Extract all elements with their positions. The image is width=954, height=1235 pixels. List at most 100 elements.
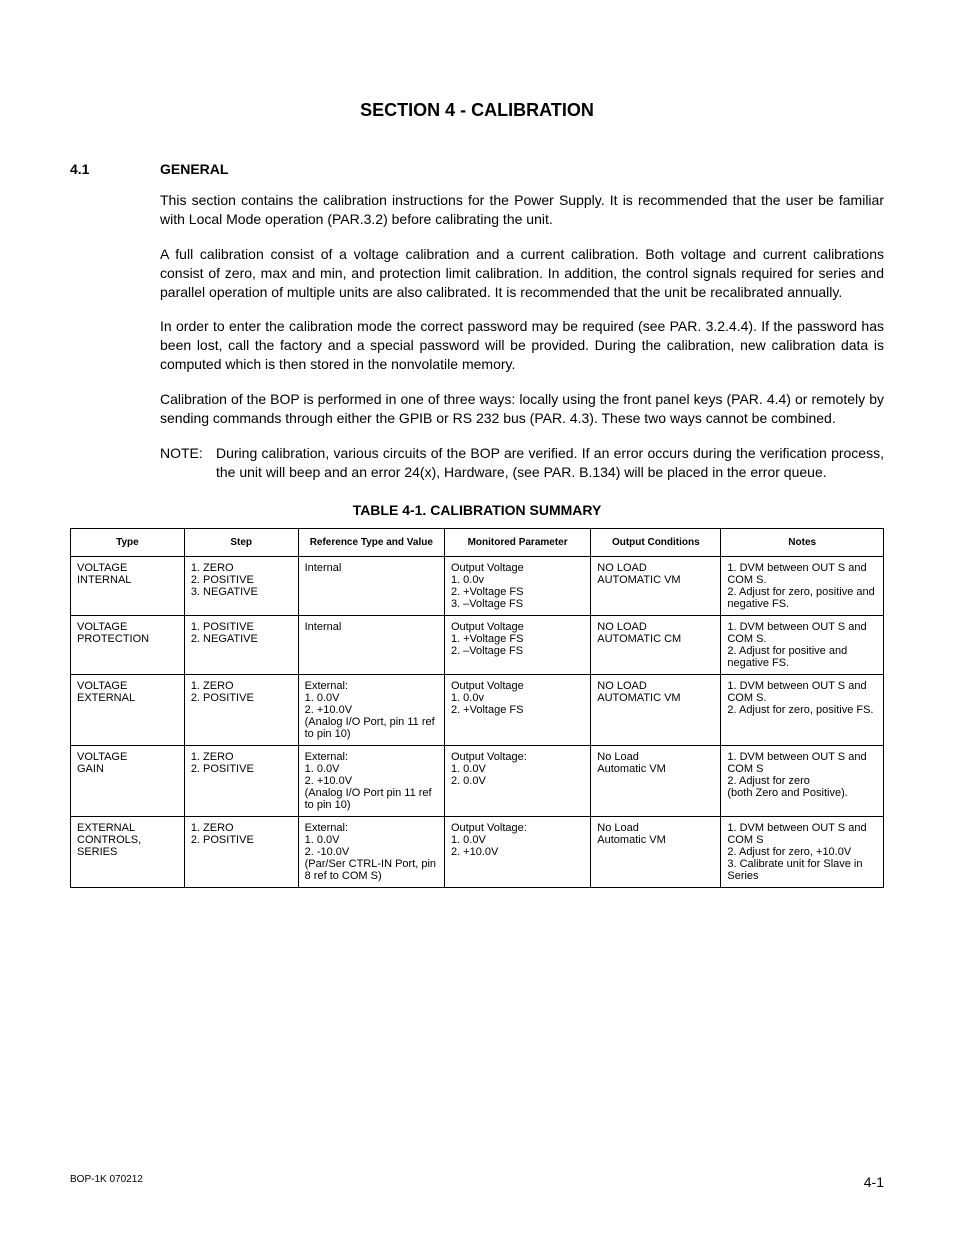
heading-text: GENERAL <box>160 161 884 177</box>
cell-out: NO LOADAUTOMATIC VM <box>591 556 721 615</box>
cell-line: VOLTAGE <box>77 562 178 574</box>
cell-line: Automatic VM <box>597 834 714 846</box>
cell-line: EXTERNAL <box>77 822 178 834</box>
cell-out: NO LOADAUTOMATIC CM <box>591 615 721 674</box>
cell-line: VOLTAGE <box>77 621 178 633</box>
cell-step: 1. ZERO2. POSITIVE <box>184 674 298 745</box>
cell-line: No Load <box>597 822 714 834</box>
cell-line: 1. 0.0V <box>305 763 438 775</box>
cell-line: 1. DVM between OUT S and COM S. <box>727 621 877 645</box>
section-heading: 4.1 GENERAL <box>70 161 884 177</box>
cell-line: 1. ZERO <box>191 680 292 692</box>
cell-line: 1. 0.0V <box>451 763 584 775</box>
cell-line: 1. DVM between OUT S and COM S. <box>727 680 877 704</box>
cell-line: 2. POSITIVE <box>191 834 292 846</box>
cell-notes: 1. DVM between OUT S and COM S2. Adjust … <box>721 745 884 816</box>
table-row: VOLTAGEPROTECTION1. POSITIVE2. NEGATIVEI… <box>71 615 884 674</box>
cell-type: EXTERNALCONTROLS,SERIES <box>71 816 185 887</box>
cell-line: Output Voltage <box>451 621 584 633</box>
cell-line: 2. +10.0V <box>305 704 438 716</box>
col-notes: Notes <box>721 528 884 556</box>
cell-line: 2. +10.0V <box>451 846 584 858</box>
cell-line: 2. POSITIVE <box>191 763 292 775</box>
cell-line: 1. ZERO <box>191 822 292 834</box>
page: SECTION 4 - CALIBRATION 4.1 GENERAL This… <box>0 0 954 1235</box>
cell-line: AUTOMATIC VM <box>597 692 714 704</box>
cell-line: VOLTAGE <box>77 751 178 763</box>
note-label: NOTE: <box>160 444 216 482</box>
cell-line: 2. –Voltage FS <box>451 645 584 657</box>
cell-line: NO LOAD <box>597 621 714 633</box>
cell-ref: External:1. 0.0V2. +10.0V(Analog I/O Por… <box>298 674 444 745</box>
cell-mon: Output Voltage1. +Voltage FS2. –Voltage … <box>444 615 590 674</box>
cell-mon: Output Voltage:1. 0.0V2. +10.0V <box>444 816 590 887</box>
cell-line: Output Voltage: <box>451 822 584 834</box>
cell-line: 2. Adjust for zero, +10.0V <box>727 846 877 858</box>
cell-line: 1. ZERO <box>191 751 292 763</box>
cell-ref: External:1. 0.0V2. -10.0V(Par/Ser CTRL-I… <box>298 816 444 887</box>
cell-line: 1. DVM between OUT S and COM S. <box>727 562 877 586</box>
cell-line: (both Zero and Positive). <box>727 787 877 799</box>
cell-line: 1. +Voltage FS <box>451 633 584 645</box>
section-title: SECTION 4 - CALIBRATION <box>70 100 884 121</box>
cell-notes: 1. DVM between OUT S and COM S2. Adjust … <box>721 816 884 887</box>
cell-line: NO LOAD <box>597 562 714 574</box>
col-step: Step <box>184 528 298 556</box>
note-body: During calibration, various circuits of … <box>216 444 884 482</box>
paragraph: In order to enter the calibration mode t… <box>160 317 884 374</box>
cell-line: 2. Adjust for zero, positive FS. <box>727 704 877 716</box>
cell-ref: Internal <box>298 556 444 615</box>
cell-line: 3. –Voltage FS <box>451 598 584 610</box>
cell-step: 1. ZERO2. POSITIVE <box>184 816 298 887</box>
cell-line: Output Voltage <box>451 680 584 692</box>
cell-out: No LoadAutomatic VM <box>591 816 721 887</box>
cell-line: Automatic VM <box>597 763 714 775</box>
paragraph: A full calibration consist of a voltage … <box>160 245 884 302</box>
page-footer: BOP-1K 070212 4-1 <box>70 1174 884 1190</box>
cell-line: 1. POSITIVE <box>191 621 292 633</box>
cell-notes: 1. DVM between OUT S and COM S.2. Adjust… <box>721 674 884 745</box>
cell-mon: Output Voltage1. 0.0v2. +Voltage FS3. –V… <box>444 556 590 615</box>
col-out: Output Conditions <box>591 528 721 556</box>
cell-line: 2. Adjust for zero, positive and negativ… <box>727 586 877 610</box>
cell-line: Output Voltage <box>451 562 584 574</box>
cell-type: VOLTAGEEXTERNAL <box>71 674 185 745</box>
cell-line: (Par/Ser CTRL-IN Port, pin 8 ref to COM … <box>305 858 438 882</box>
cell-line: SERIES <box>77 846 178 858</box>
cell-notes: 1. DVM between OUT S and COM S.2. Adjust… <box>721 556 884 615</box>
body-column: This section contains the calibration in… <box>160 191 884 482</box>
cell-mon: Output Voltage1. 0.0v2. +Voltage FS <box>444 674 590 745</box>
cell-line: 2. +10.0V <box>305 775 438 787</box>
col-type: Type <box>71 528 185 556</box>
cell-line: (Analog I/O Port, pin 11 ref to pin 10) <box>305 716 438 740</box>
cell-line: 1. 0.0V <box>305 692 438 704</box>
cell-line: External: <box>305 751 438 763</box>
cell-step: 1. ZERO2. POSITIVE <box>184 745 298 816</box>
table-body: VOLTAGEINTERNAL1. ZERO2. POSITIVE3. NEGA… <box>71 556 884 887</box>
cell-line: 1. 0.0v <box>451 692 584 704</box>
cell-line: Output Voltage: <box>451 751 584 763</box>
cell-line: No Load <box>597 751 714 763</box>
cell-line: 2. NEGATIVE <box>191 633 292 645</box>
cell-line: 3. NEGATIVE <box>191 586 292 598</box>
cell-line: EXTERNAL <box>77 692 178 704</box>
cell-line: CONTROLS, <box>77 834 178 846</box>
cell-line: 2. +Voltage FS <box>451 704 584 716</box>
cell-line: 2. POSITIVE <box>191 692 292 704</box>
col-ref: Reference Type and Value <box>298 528 444 556</box>
cell-line: External: <box>305 822 438 834</box>
cell-line: 2. -10.0V <box>305 846 438 858</box>
cell-line: 2. POSITIVE <box>191 574 292 586</box>
cell-line: 2. 0.0V <box>451 775 584 787</box>
calibration-table: Type Step Reference Type and Value Monit… <box>70 528 884 888</box>
cell-line: GAIN <box>77 763 178 775</box>
table-title: TABLE 4-1. CALIBRATION SUMMARY <box>70 502 884 518</box>
table-header-row: Type Step Reference Type and Value Monit… <box>71 528 884 556</box>
table-row: VOLTAGEGAIN1. ZERO2. POSITIVEExternal:1.… <box>71 745 884 816</box>
cell-out: NO LOADAUTOMATIC VM <box>591 674 721 745</box>
cell-line: 1. 0.0V <box>305 834 438 846</box>
cell-line: PROTECTION <box>77 633 178 645</box>
note: NOTE: During calibration, various circui… <box>160 444 884 482</box>
cell-line: 1. DVM between OUT S and COM S <box>727 751 877 775</box>
cell-type: VOLTAGEPROTECTION <box>71 615 185 674</box>
